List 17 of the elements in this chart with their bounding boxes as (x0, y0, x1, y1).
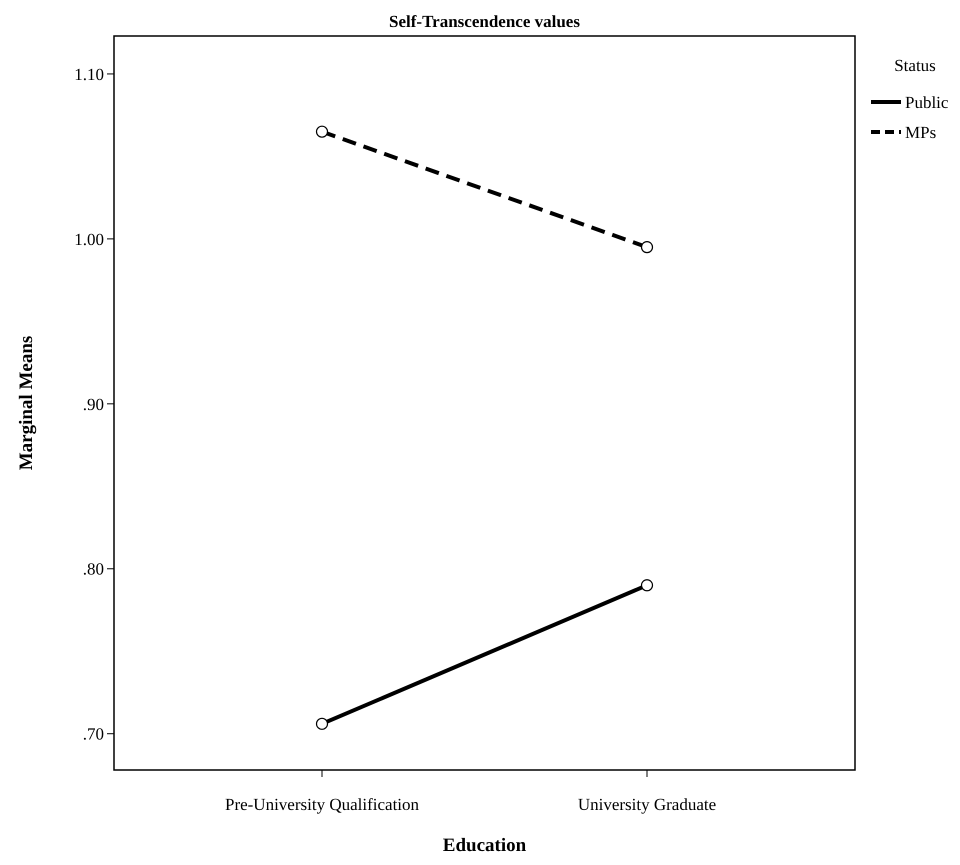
y-axis-title: Marginal Means (16, 336, 37, 470)
x-axis-title: Education (442, 835, 527, 856)
x-tick-label: Pre-University Qualification (224, 795, 420, 814)
legend-label: MPs (905, 122, 936, 142)
point (316, 718, 328, 730)
chart-title: Self-Transcendence values (389, 12, 580, 31)
y-tick-label: 1.10 (74, 64, 104, 84)
point (640, 241, 654, 254)
point (316, 126, 328, 138)
y-tick-label: .80 (82, 560, 104, 579)
y-tick-label: .70 (82, 724, 104, 744)
legend-label: Public (905, 92, 949, 112)
legend-title: Status (894, 56, 936, 75)
x-tick-label: University Graduate (578, 795, 716, 814)
point (640, 579, 654, 592)
y-tick-label: 1.00 (74, 230, 104, 249)
y-tick-label: .90 (82, 394, 104, 414)
